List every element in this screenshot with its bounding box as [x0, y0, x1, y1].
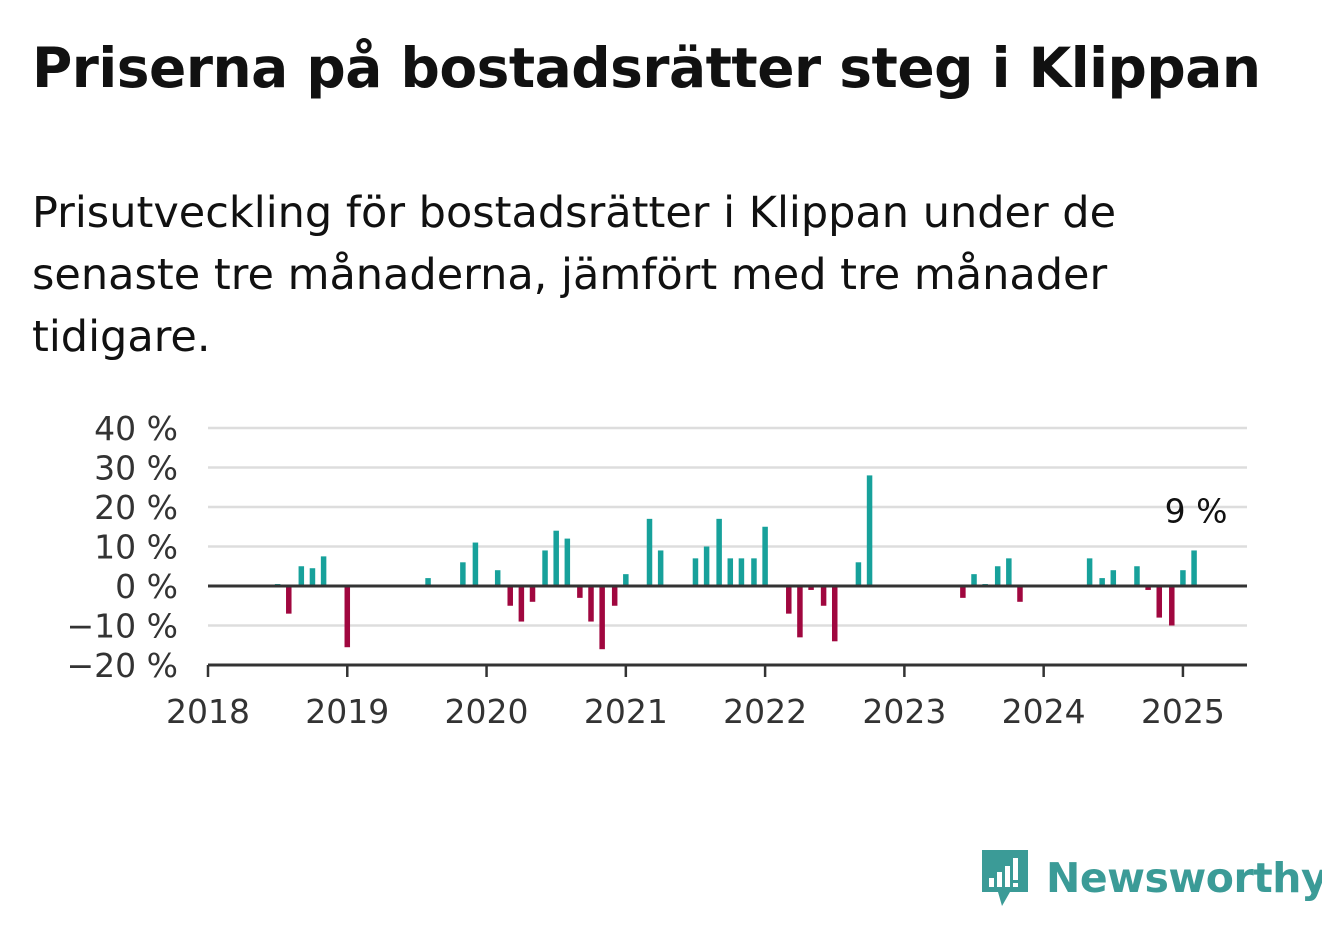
bar — [1169, 586, 1175, 626]
bar-chart: −20 %−10 %0 %10 %20 %30 %40 % 2018 2019 202… — [67, 409, 1247, 731]
bar — [507, 586, 513, 606]
bar — [820, 586, 827, 606]
last-value-label: 9 % — [1165, 491, 1228, 530]
bar — [1099, 578, 1105, 586]
bar — [1145, 586, 1151, 590]
bar — [1191, 550, 1197, 586]
bar — [564, 538, 571, 586]
bar — [518, 586, 525, 622]
x-tick-label: 2025 — [1141, 692, 1225, 731]
y-tick-label: 30 % — [94, 449, 178, 488]
bar — [994, 566, 1001, 586]
bar — [797, 586, 803, 638]
bar — [960, 586, 966, 598]
y-tick-label: 20 % — [94, 488, 178, 527]
bar — [298, 566, 305, 586]
y-tick-label: 40 % — [94, 409, 178, 448]
bar — [1134, 566, 1140, 586]
y-tick-label: −10 % — [67, 607, 179, 646]
bar — [286, 586, 292, 614]
bar — [599, 586, 605, 650]
bar — [703, 546, 710, 586]
bar — [344, 586, 351, 648]
bar — [1180, 570, 1186, 586]
bar — [1086, 558, 1093, 586]
bar — [657, 550, 664, 586]
x-tick-label: 2019 — [305, 692, 389, 731]
newsworthy-logo-icon — [982, 850, 1028, 906]
bar — [472, 542, 479, 586]
bar — [460, 562, 466, 586]
axes — [206, 584, 1247, 677]
x-tick-label: 2020 — [445, 692, 529, 731]
bar — [751, 558, 757, 586]
tick-labels: −20 %−10 %0 %10 %20 %30 %40 % 2018 2019 202… — [67, 409, 1228, 731]
bar — [577, 586, 583, 598]
bar — [1110, 570, 1117, 586]
grid-lines — [208, 426, 1247, 627]
bar — [542, 550, 548, 586]
bar — [425, 578, 431, 586]
bar — [588, 586, 594, 622]
bars — [274, 475, 1197, 650]
bar — [494, 570, 501, 586]
y-tick-label: 10 % — [94, 528, 178, 567]
x-tick-label: 2023 — [862, 692, 946, 731]
x-tick-label: 2018 — [166, 692, 250, 731]
bar — [716, 518, 722, 586]
bar — [738, 558, 745, 586]
bar — [529, 586, 536, 602]
bar — [808, 586, 814, 590]
bar — [855, 562, 862, 586]
newsworthy-logo: Newsworthy — [980, 848, 1322, 908]
bar — [611, 586, 618, 606]
x-tick-label: 2022 — [723, 692, 807, 731]
bar — [623, 574, 629, 586]
x-tick-label: 2021 — [584, 692, 668, 731]
bar — [786, 586, 792, 614]
bar — [1006, 558, 1012, 586]
bar — [762, 526, 768, 586]
bar — [309, 568, 316, 586]
bar — [692, 558, 699, 586]
bar — [831, 586, 838, 642]
y-tick-label: 0 % — [115, 567, 178, 606]
bar — [1156, 586, 1163, 618]
bar — [866, 475, 873, 586]
chart-subtitle: Prisutveckling för bostadsrätter i Klipp… — [32, 188, 1117, 362]
y-tick-label: −20 % — [67, 646, 179, 685]
bar — [553, 530, 559, 586]
brand-name: Newsworthy — [1046, 854, 1322, 902]
bar — [971, 574, 977, 586]
chart-title: Priserna på bostadsrätter steg i Klippan — [32, 36, 1261, 100]
bar — [1017, 586, 1023, 602]
bar — [646, 518, 653, 586]
bar — [320, 556, 327, 586]
x-tick-label: 2024 — [1002, 692, 1086, 731]
bar — [727, 558, 734, 586]
